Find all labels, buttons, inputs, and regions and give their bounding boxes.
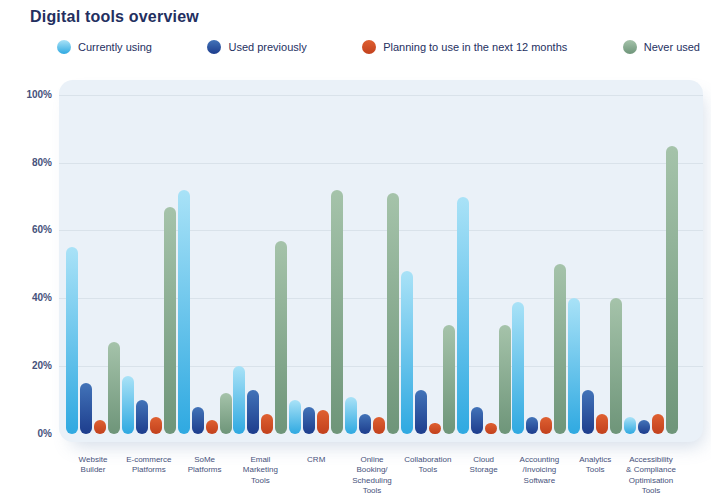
bar bbox=[233, 366, 245, 434]
y-axis-label: 40% bbox=[0, 292, 52, 303]
bar bbox=[457, 197, 469, 435]
bar-group bbox=[401, 271, 455, 434]
legend-item: Never used bbox=[623, 40, 700, 54]
bar bbox=[485, 423, 497, 434]
legend-item: Planning to use in the next 12 months bbox=[362, 40, 567, 54]
bar bbox=[499, 325, 511, 434]
bar bbox=[331, 190, 343, 434]
bar bbox=[568, 298, 580, 434]
legend-label: Never used bbox=[644, 41, 700, 53]
gridline bbox=[59, 163, 703, 164]
legend-swatch-icon bbox=[57, 40, 71, 54]
bar bbox=[164, 207, 176, 434]
bar bbox=[666, 146, 678, 434]
bar bbox=[540, 417, 552, 434]
legend: Currently using Used previously Planning t… bbox=[57, 40, 700, 54]
bar bbox=[415, 390, 427, 434]
y-axis-label: 20% bbox=[0, 360, 52, 371]
bar bbox=[206, 420, 218, 434]
bar bbox=[652, 414, 664, 434]
bar bbox=[471, 407, 483, 434]
bar bbox=[80, 383, 92, 434]
bar bbox=[136, 400, 148, 434]
bar bbox=[638, 420, 650, 434]
legend-label: Currently using bbox=[78, 41, 152, 53]
legend-swatch-icon bbox=[623, 40, 637, 54]
bar-group bbox=[66, 247, 120, 434]
bar bbox=[303, 407, 315, 434]
bar bbox=[108, 342, 120, 434]
bar bbox=[596, 414, 608, 434]
bar bbox=[359, 414, 371, 434]
bar bbox=[610, 298, 622, 434]
bar bbox=[554, 264, 566, 434]
bar bbox=[261, 414, 273, 434]
bar-group bbox=[568, 298, 622, 434]
bar bbox=[512, 302, 524, 434]
bar-group bbox=[457, 197, 511, 435]
y-axis-label: 100% bbox=[0, 89, 52, 100]
page-title: Digital tools overview bbox=[30, 8, 199, 26]
legend-label: Used previously bbox=[228, 41, 306, 53]
y-axis-label: 80% bbox=[0, 157, 52, 168]
bar-group bbox=[512, 264, 566, 434]
bar bbox=[66, 247, 78, 434]
bar bbox=[150, 417, 162, 434]
bar bbox=[220, 393, 232, 434]
bar bbox=[289, 400, 301, 434]
bar bbox=[443, 325, 455, 434]
legend-item: Currently using bbox=[57, 40, 152, 54]
bar bbox=[373, 417, 385, 434]
bar bbox=[247, 390, 259, 434]
bar bbox=[582, 390, 594, 434]
legend-label: Planning to use in the next 12 months bbox=[383, 41, 567, 53]
bar-group bbox=[122, 207, 176, 434]
bar bbox=[387, 193, 399, 434]
legend-item: Used previously bbox=[207, 40, 306, 54]
bar bbox=[192, 407, 204, 434]
bar-group bbox=[345, 193, 399, 434]
bar bbox=[526, 417, 538, 434]
bar bbox=[317, 410, 329, 434]
bar bbox=[94, 420, 106, 434]
legend-swatch-icon bbox=[207, 40, 221, 54]
bar bbox=[178, 190, 190, 434]
chart-panel bbox=[59, 80, 703, 442]
bar-group bbox=[289, 190, 343, 434]
bar bbox=[401, 271, 413, 434]
gridline bbox=[59, 95, 703, 96]
bar bbox=[624, 417, 636, 434]
bar-group bbox=[624, 146, 678, 434]
bar bbox=[429, 423, 441, 434]
bar-group bbox=[178, 190, 232, 434]
bar bbox=[345, 397, 357, 434]
bar bbox=[275, 241, 287, 434]
bar-group bbox=[233, 241, 287, 434]
y-axis-label: 60% bbox=[0, 224, 52, 235]
bar bbox=[122, 376, 134, 434]
y-axis-label: 0% bbox=[0, 428, 52, 439]
x-axis-label: Accessibility & Compliance Optimisation … bbox=[611, 455, 691, 497]
legend-swatch-icon bbox=[362, 40, 376, 54]
